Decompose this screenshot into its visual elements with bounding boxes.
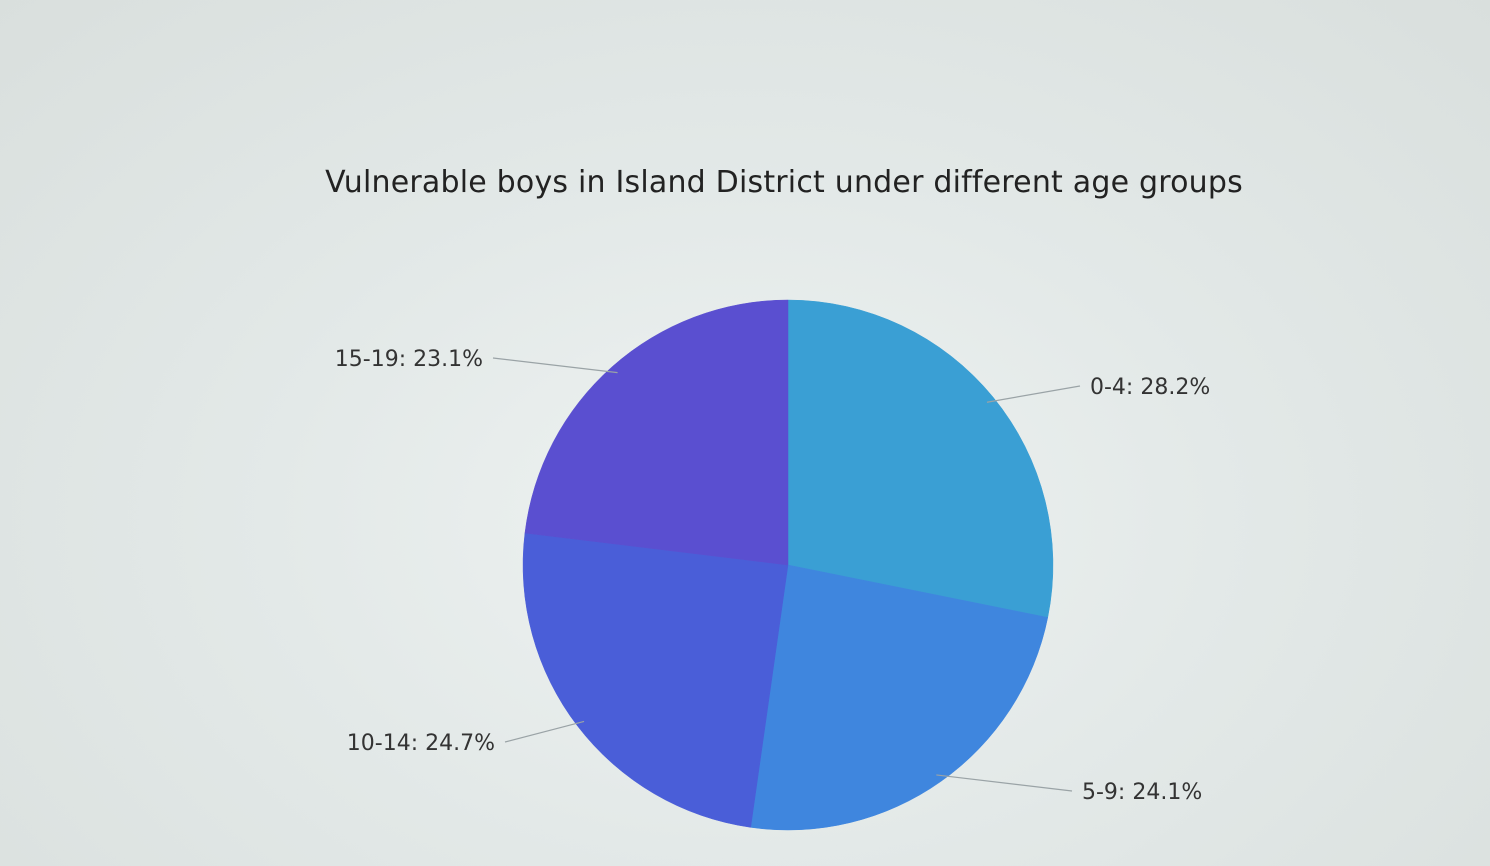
slice-label-0-4: 0-4: 28.2% — [1090, 375, 1210, 400]
pie-slice-10-14[interactable] — [522, 532, 789, 828]
slice-label-10-14: 10-14: 24.7% — [347, 731, 495, 756]
slice-label-15-19: 15-19: 23.1% — [335, 347, 483, 372]
leader-line-15-19 — [492, 357, 618, 374]
slice-label-5-9: 5-9: 24.1% — [1082, 780, 1202, 805]
pie-slice-5-9[interactable] — [750, 564, 1049, 831]
leader-line-10-14 — [504, 720, 585, 743]
leader-line-0-4 — [986, 385, 1081, 403]
leader-line-5-9 — [936, 774, 1073, 792]
chart-title: Vulnerable boys in Island District under… — [325, 165, 1243, 200]
pie-slice-15-19[interactable] — [524, 299, 789, 566]
pie-slice-0-4[interactable] — [787, 299, 1054, 618]
